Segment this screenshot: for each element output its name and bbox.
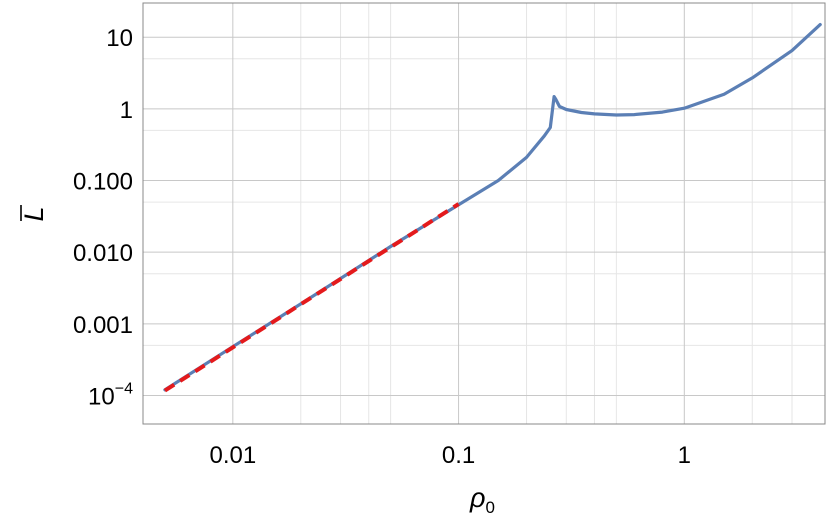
y-tick-label-base: 10 [106, 25, 133, 52]
x-axis-title: ρ0 [469, 483, 495, 517]
x-tick-label: 1 [678, 442, 691, 469]
y-tick-label-base: 0.001 [73, 312, 133, 339]
plot-background [143, 3, 825, 424]
y-tick-label: 1 [120, 97, 133, 124]
x-axis-title-subscript: 0 [485, 498, 494, 517]
y-tick-label-base: 0.010 [73, 240, 133, 267]
y-tick-label-base: 0.100 [73, 169, 133, 196]
x-tick-label: 0.01 [209, 442, 256, 469]
asymptote-dashed-line [163, 202, 460, 393]
y-tick-label: 10−4 [88, 380, 133, 410]
y-tick-label: 0.100 [73, 169, 133, 196]
y-axis-title-text: L [19, 206, 49, 221]
y-tick-label: 0.010 [73, 240, 133, 267]
y-tick-label-exponent: −4 [115, 380, 133, 397]
series-layer [163, 23, 822, 393]
y-tick-label-base: 1 [120, 97, 133, 124]
y-tick-label-base: 10 [88, 383, 115, 410]
y-axis-title: L [19, 205, 49, 222]
y-tick-label: 0.001 [73, 312, 133, 339]
y-tick-label: 10 [106, 25, 133, 52]
grid [143, 3, 825, 424]
x-tick-label: 0.1 [442, 442, 475, 469]
plot-frame [142, 2, 826, 425]
x-axis-title-main: ρ [469, 483, 485, 513]
